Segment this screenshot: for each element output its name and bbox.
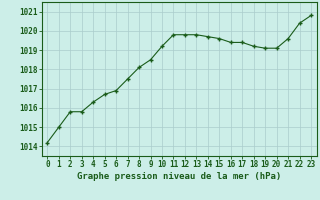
X-axis label: Graphe pression niveau de la mer (hPa): Graphe pression niveau de la mer (hPa)	[77, 172, 281, 181]
